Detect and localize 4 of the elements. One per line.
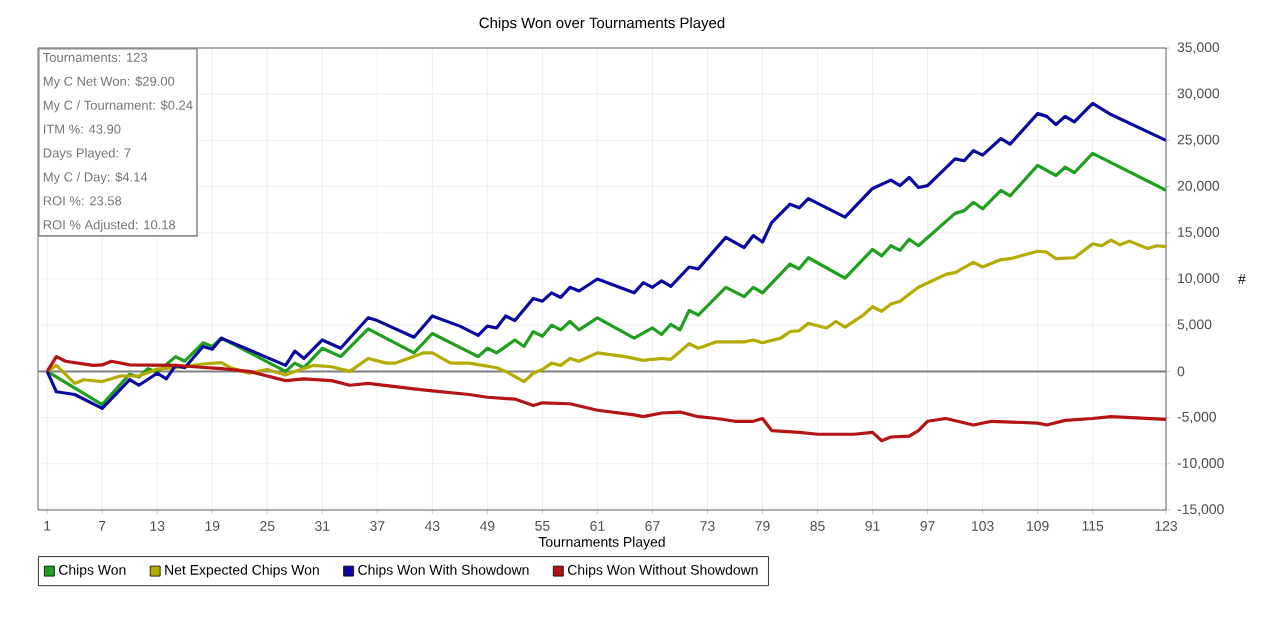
line-series xyxy=(45,151,1167,407)
line-series xyxy=(45,355,1167,443)
line-series xyxy=(45,238,1167,386)
line-series xyxy=(45,101,1167,410)
